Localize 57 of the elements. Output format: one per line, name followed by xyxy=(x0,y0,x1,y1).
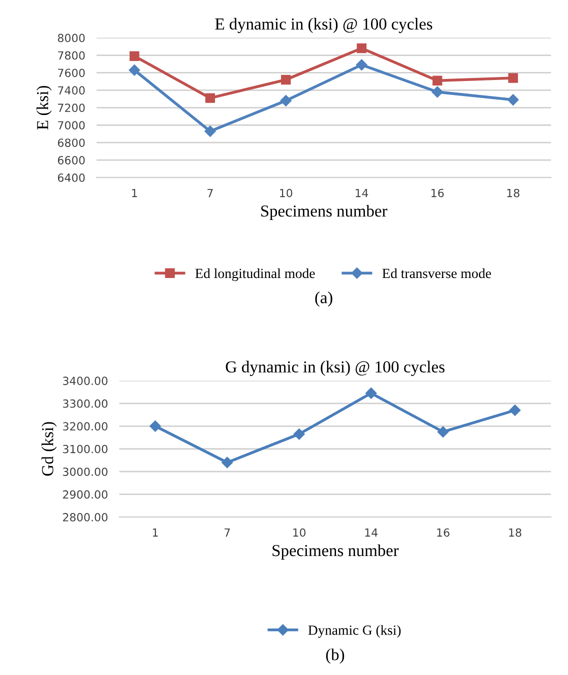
x-tick-label: 7 xyxy=(208,188,213,198)
point xyxy=(204,126,216,137)
point xyxy=(280,95,292,106)
x-tick-label: 18 xyxy=(507,188,520,198)
x-axis-title: Specimens number xyxy=(261,204,388,220)
chart-title: G dynamic in (ksi) @ 100 cycles xyxy=(226,360,444,376)
x-tick-label: 14 xyxy=(365,528,378,537)
x-tick-label: 16 xyxy=(432,188,444,198)
y-tick-label: 3100.00 xyxy=(63,444,108,454)
y-tick-label: 3400.00 xyxy=(63,376,108,386)
point xyxy=(437,426,449,438)
point xyxy=(130,51,140,61)
y-tick-label: 3300.00 xyxy=(63,399,108,408)
x-tick-label: 10 xyxy=(293,528,306,537)
point xyxy=(432,86,443,98)
x-tick-label: 18 xyxy=(509,528,522,537)
x-tick-label: 7 xyxy=(224,528,230,537)
point xyxy=(205,93,216,103)
y-tick-label: 7000 xyxy=(58,121,85,130)
legend-label: Ed transverse mode xyxy=(382,268,491,278)
point xyxy=(150,420,161,432)
point xyxy=(507,94,519,106)
legend-label: Ed longitudinal mode xyxy=(195,268,315,281)
y-tick-label: 7400 xyxy=(58,86,85,95)
point xyxy=(294,428,305,440)
point xyxy=(508,73,518,83)
y-tick-label: 7800 xyxy=(58,51,85,60)
y-tick-label: 7200 xyxy=(58,104,85,112)
y-axis-title: Gd (ksi) xyxy=(42,422,57,476)
point xyxy=(365,388,377,399)
y-tick-label: 6800 xyxy=(58,138,85,147)
point xyxy=(356,43,366,54)
y-tick-label: 8000 xyxy=(58,34,85,42)
x-tick-label: 10 xyxy=(280,188,292,198)
legend-label: Dynamic G (ksi) xyxy=(308,625,401,638)
y-tick-label: 6400 xyxy=(58,174,85,182)
y-tick-label: 7600 xyxy=(58,68,85,78)
y-tick-label: 2900.00 xyxy=(63,490,108,499)
x-tick-label: 1 xyxy=(152,528,158,537)
y-tick-label: 3000.00 xyxy=(63,468,108,476)
y-axis-title: E (ksi) xyxy=(36,86,52,130)
x-tick-label: 1 xyxy=(132,188,137,198)
text: (b) xyxy=(326,648,344,664)
point xyxy=(222,456,233,468)
x-tick-label: 14 xyxy=(356,188,368,198)
point xyxy=(128,64,140,76)
point xyxy=(281,74,291,85)
point xyxy=(432,76,442,86)
y-tick-label: 3200.00 xyxy=(63,422,108,431)
y-tick-label: 6600 xyxy=(58,156,85,164)
x-axis-title: Specimens number xyxy=(272,544,399,560)
point xyxy=(356,59,368,70)
x-tick-label: 16 xyxy=(437,528,450,537)
text: (a) xyxy=(315,292,332,307)
chart-title: E dynamic in (ksi) @ 100 cycles xyxy=(215,18,432,34)
y-tick-label: 2800.00 xyxy=(63,513,108,522)
point xyxy=(509,404,521,416)
